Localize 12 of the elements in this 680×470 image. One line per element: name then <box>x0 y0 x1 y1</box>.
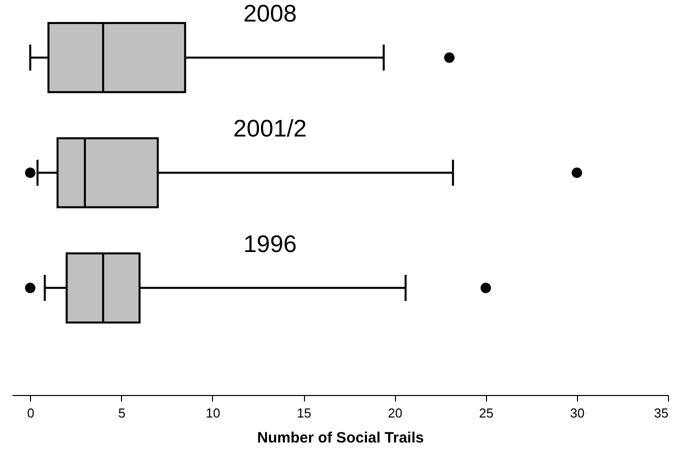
x-tick-label: 25 <box>479 406 494 420</box>
x-tick-label: 15 <box>296 406 312 420</box>
x-tick-label: 0 <box>27 406 34 420</box>
x-axis-title: Number of Social Trails <box>257 430 424 446</box>
x-tick-label: 20 <box>388 406 402 420</box>
y-tick-label: 2001/2 <box>233 116 307 143</box>
x-tick-label: 30 <box>570 406 585 420</box>
y-tick-label: 1996 <box>243 230 297 258</box>
x-tick-label: 5 <box>118 406 126 420</box>
x-tick-label: 10 <box>206 406 220 420</box>
x-tick-label: 35 <box>654 406 668 420</box>
y-tick-label: 2008 <box>243 0 297 28</box>
